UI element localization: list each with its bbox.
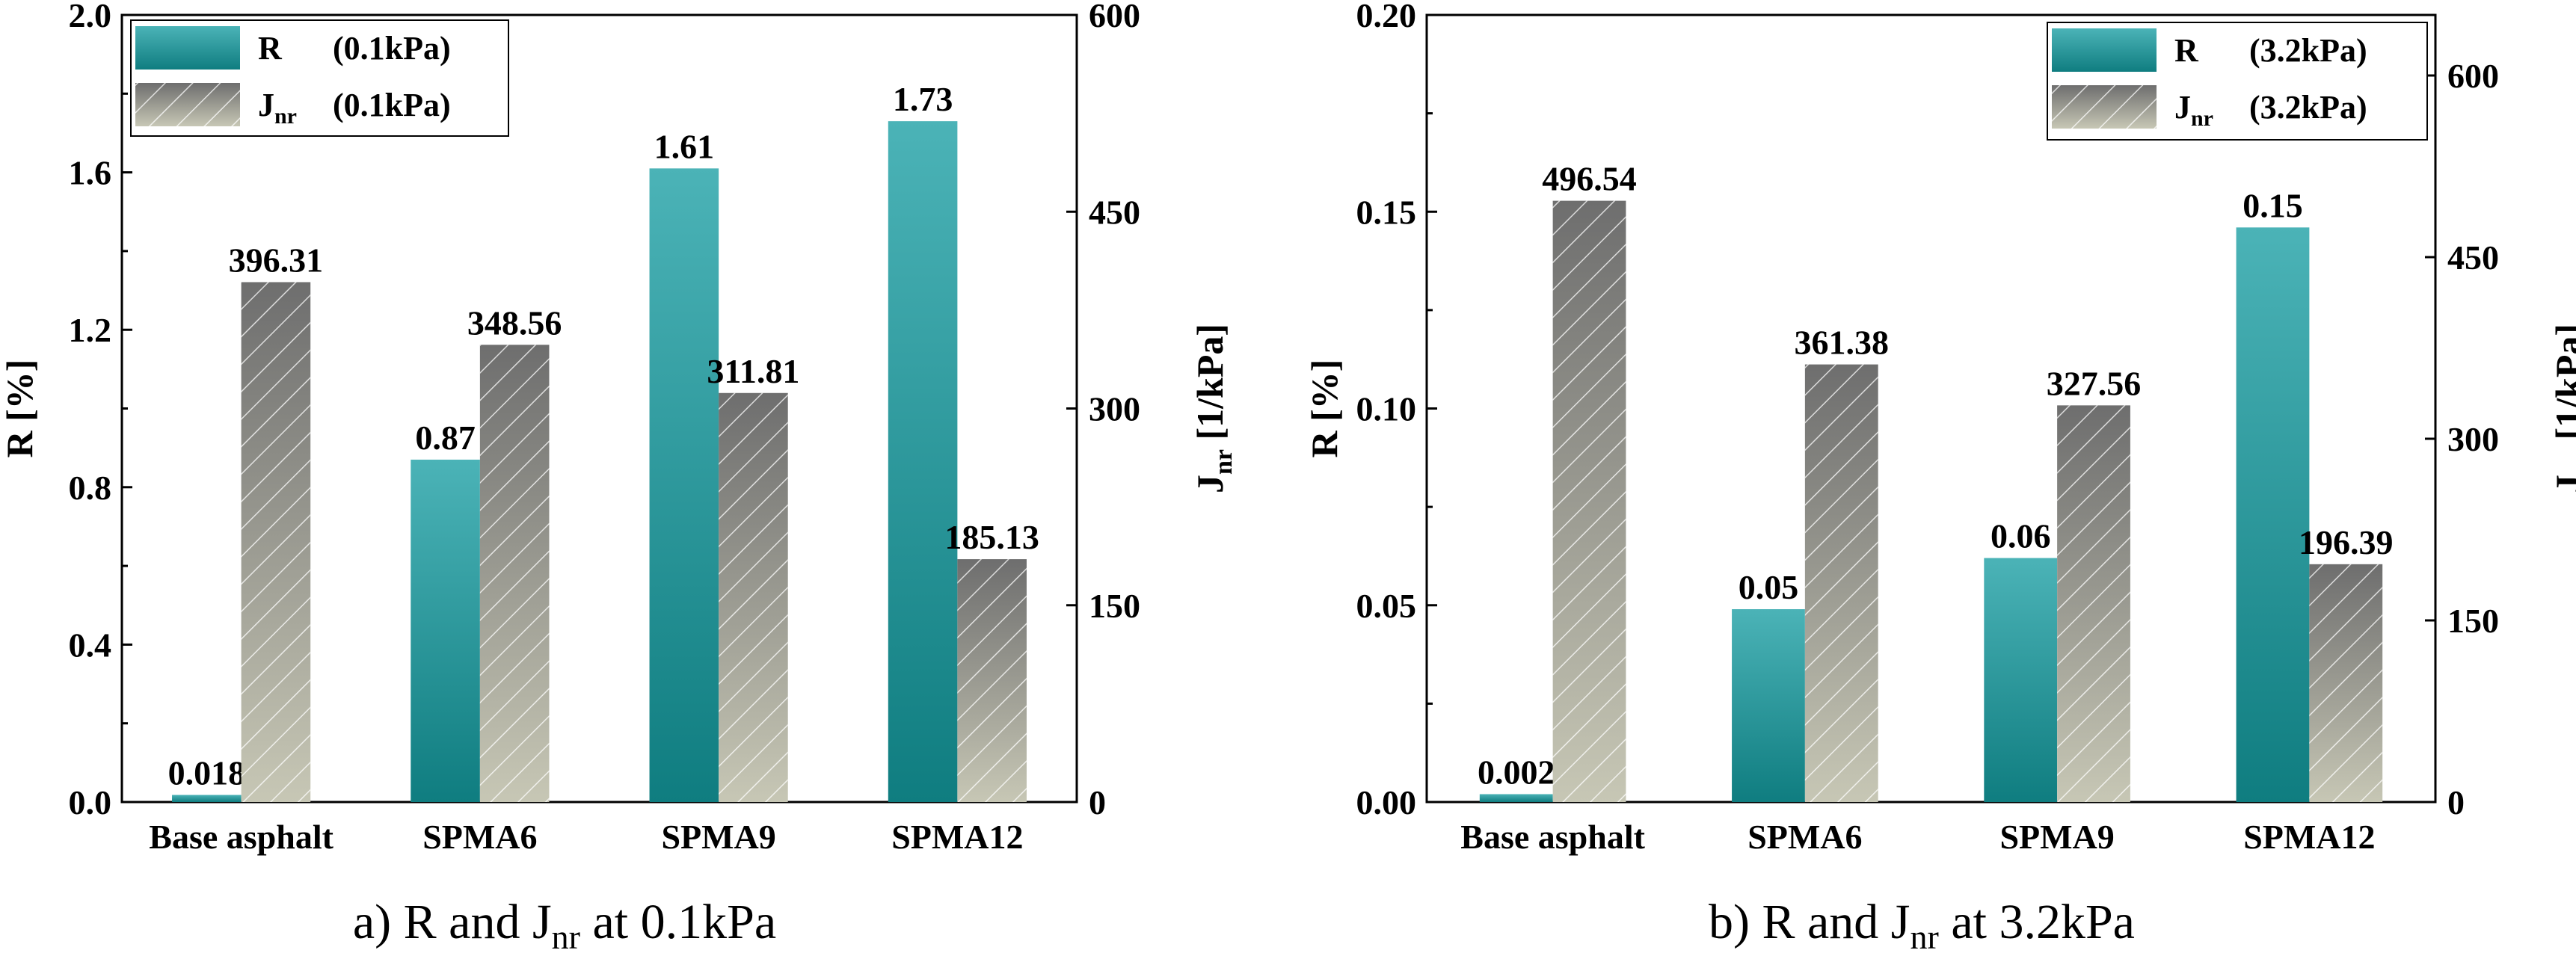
y-axis-right-title: Jnr [1/kPa] (1189, 324, 1238, 493)
y-axis-left-title: R [%] (0, 360, 40, 458)
right-tick-label: 150 (1089, 587, 1140, 625)
bar-jnr-hatch (1552, 200, 1626, 802)
bar-r (1479, 794, 1553, 802)
bar-r-value-label: 0.15 (2243, 186, 2303, 224)
bar-r-value-label: 0.05 (1739, 568, 1799, 606)
legend-label-jnr: Jnr (2174, 89, 2213, 131)
left-tick-label: 0.0 (69, 783, 112, 821)
y-axis-right-title-rest: [1/kPa] (2548, 324, 2576, 449)
legend-swatch-r (135, 26, 240, 70)
bar-r (888, 121, 958, 802)
y-axis-left-title: R [%] (1303, 360, 1345, 458)
category-label: SPMA9 (661, 818, 775, 856)
panel-caption-prefix: a) R and J (353, 895, 552, 949)
chart-panel-a: 0.0 0.4 0.8 1.2 1.6 2.0 0 150 300 450 600 R [%] Jnr … (0, 0, 1238, 956)
bar-jnr-hatch (957, 559, 1027, 802)
bar-jnr-hatch (241, 282, 311, 802)
panel-caption-sub: nr (1911, 918, 1939, 956)
bar-r-value-label: 0.06 (1991, 517, 2051, 555)
right-tick-label: 150 (2447, 602, 2499, 640)
y-axis-right-title: Jnr [1/kPa] (2548, 324, 2576, 493)
bar-jnr-value-label: 348.56 (467, 303, 562, 342)
left-tick-label: 0.00 (1356, 783, 1417, 821)
y-axis-right-title-main: J (1189, 475, 1231, 493)
left-tick-label: 0.4 (69, 626, 112, 664)
legend-swatch-jnr-hatch (135, 83, 240, 126)
panel-caption: a) R and Jnr at 0.1kPa (353, 895, 776, 956)
bar-r-value-label: 1.73 (893, 80, 953, 118)
bar-r (172, 795, 242, 802)
right-tick-label: 450 (1089, 193, 1140, 231)
left-tick-label: 0.05 (1356, 587, 1417, 625)
left-tick-label: 2.0 (69, 0, 112, 34)
category-label: SPMA12 (2243, 818, 2375, 856)
bar-r (2236, 227, 2310, 802)
legend-label-jnr-main: J (2174, 89, 2191, 126)
legend-label-jnr-sub: nr (2191, 106, 2213, 131)
category-label: SPMA6 (1747, 818, 1862, 856)
panel-caption-suffix: at 3.2kPa (1939, 895, 2135, 949)
panel-caption: b) R and Jnr at 3.2kPa (1709, 895, 2135, 956)
bar-jnr-value-label: 327.56 (2047, 364, 2142, 402)
y-axis-right-title-main: J (2548, 475, 2576, 493)
right-tick-label: 0 (2447, 783, 2465, 821)
bar-r (411, 459, 480, 802)
panel-caption-sub: nr (552, 918, 580, 956)
bar-r (649, 168, 719, 802)
y-axis-right-title-sub: nr (2569, 449, 2576, 475)
legend-swatch-jnr-hatch (2052, 85, 2157, 129)
category-label: SPMA6 (422, 818, 537, 856)
legend-swatch-r (2052, 28, 2157, 72)
bar-r-value-label: 0.87 (415, 419, 476, 457)
bar-r-value-label: 0.002 (1478, 753, 1555, 791)
legend-condition-jnr: (0.1kPa) (333, 87, 451, 123)
bar-r-value-label: 1.61 (654, 127, 715, 165)
right-tick-label: 600 (2447, 57, 2499, 95)
legend-condition-jnr: (3.2kPa) (2249, 89, 2367, 126)
y-axis-right-title-sub: nr (1210, 449, 1238, 475)
bar-jnr-value-label: 196.39 (2299, 523, 2394, 561)
left-tick-label: 0.20 (1356, 0, 1417, 34)
left-tick-label: 1.6 (69, 154, 112, 192)
legend-condition-r: (3.2kPa) (2249, 32, 2367, 69)
panel-caption-suffix: at 0.1kPa (580, 895, 776, 949)
left-tick-label: 0.10 (1356, 390, 1417, 428)
bar-jnr-hatch (2309, 564, 2383, 802)
bar-jnr-hatch (1804, 364, 1878, 802)
bar-jnr-hatch (479, 345, 550, 802)
category-label: Base asphalt (149, 818, 333, 856)
legend-label-jnr-main: J (258, 87, 274, 123)
right-tick-label: 450 (2447, 238, 2499, 277)
bar-jnr-value-label: 496.54 (1542, 160, 1637, 198)
bar-jnr-value-label: 185.13 (944, 518, 1039, 556)
legend-label-jnr-sub: nr (274, 104, 297, 129)
bar-r-value-label: 0.018 (168, 754, 246, 792)
bar-r (1732, 609, 1805, 802)
panel-caption-prefix: b) R and J (1709, 895, 1910, 949)
category-label: SPMA12 (891, 818, 1023, 856)
left-tick-label: 0.8 (69, 469, 112, 507)
right-tick-label: 0 (1089, 783, 1106, 821)
right-tick-label: 300 (2447, 420, 2499, 458)
bar-jnr-hatch (2057, 405, 2130, 802)
right-tick-label: 300 (1089, 390, 1140, 428)
legend-condition-r: (0.1kPa) (333, 30, 451, 67)
legend-label-r: R (258, 30, 283, 67)
category-label: Base asphalt (1460, 818, 1645, 856)
legend-label-r: R (2174, 32, 2199, 69)
left-tick-label: 1.2 (69, 311, 112, 349)
bar-jnr-value-label: 361.38 (1795, 324, 1890, 362)
bar-jnr-value-label: 396.31 (229, 241, 324, 279)
left-tick-label: 0.15 (1356, 193, 1417, 231)
category-label: SPMA9 (1999, 818, 2114, 856)
bar-jnr-value-label: 311.81 (707, 352, 799, 390)
bar-r (1984, 558, 2058, 802)
y-axis-right-title-rest: [1/kPa] (1189, 324, 1231, 449)
legend-label-jnr: Jnr (258, 87, 297, 129)
right-tick-label: 600 (1089, 0, 1140, 34)
chart-panel-b: 0.00 0.05 0.10 0.15 0.20 0 150 300 450 600 R [%] Jn… (1303, 0, 2576, 956)
bar-jnr-hatch (719, 392, 788, 802)
